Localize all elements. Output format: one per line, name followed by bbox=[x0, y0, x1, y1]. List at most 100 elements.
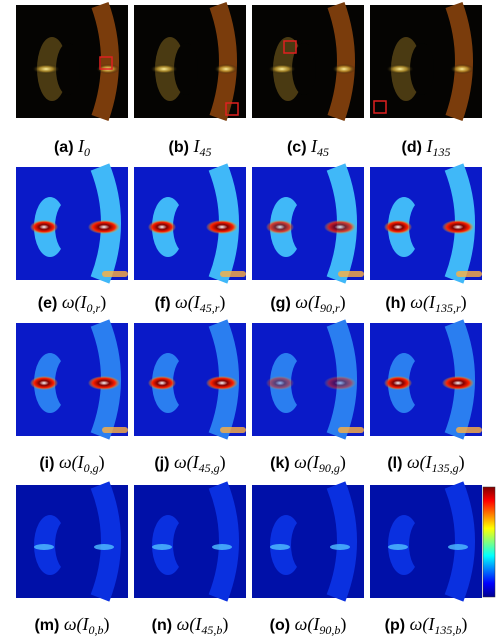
caption-label: (d) bbox=[402, 139, 422, 156]
caption: (b) I45 bbox=[169, 136, 212, 159]
caption-sub: 0 bbox=[84, 145, 90, 159]
caption: (a) I0 bbox=[54, 136, 90, 159]
caption-prefix: ω( bbox=[177, 614, 197, 635]
caption-var: I bbox=[77, 136, 85, 156]
caption: (m) ω(I0,b) bbox=[34, 614, 109, 637]
hotspot bbox=[384, 220, 412, 234]
ring bbox=[91, 1, 119, 121]
glow bbox=[214, 64, 238, 74]
caption-sub: 90,b bbox=[319, 623, 340, 637]
caption-prefix: ω( bbox=[295, 292, 315, 313]
hotspot bbox=[30, 220, 58, 234]
ring bbox=[327, 1, 355, 121]
caption-var: I bbox=[312, 614, 320, 634]
caption-label: (h) bbox=[385, 295, 405, 312]
panel-image bbox=[16, 319, 128, 440]
caption-label: (i) bbox=[39, 455, 54, 472]
glow bbox=[32, 64, 60, 74]
crescent-cut bbox=[55, 519, 81, 571]
caption-suffix: ) bbox=[219, 292, 225, 313]
hotspot bbox=[212, 544, 232, 550]
caption-label: (a) bbox=[54, 139, 74, 156]
hotspot bbox=[324, 220, 356, 234]
caption-label: (j) bbox=[154, 455, 169, 472]
hotspot bbox=[88, 376, 120, 390]
panel-image bbox=[370, 319, 482, 440]
caption-suffix: ) bbox=[222, 614, 228, 635]
caption-sub: 90,g bbox=[319, 461, 340, 475]
caption-prefix: ω( bbox=[294, 452, 314, 473]
caption: (p) ω(I135,b) bbox=[385, 614, 468, 637]
hotspot bbox=[384, 376, 412, 390]
panel-image bbox=[16, 163, 128, 284]
caption-label: (m) bbox=[34, 617, 59, 634]
hotspot bbox=[152, 544, 172, 550]
panel-image bbox=[252, 1, 364, 121]
hotspot bbox=[206, 376, 238, 390]
caption-prefix: ω( bbox=[174, 452, 194, 473]
hotspot bbox=[266, 376, 294, 390]
crescent-cut bbox=[55, 357, 81, 409]
caption-var: I bbox=[77, 452, 85, 472]
caption-sub: 0,b bbox=[89, 623, 104, 637]
caption-prefix: ω( bbox=[410, 292, 430, 313]
caption-sub: 135,g bbox=[432, 461, 459, 475]
caption-prefix: ω( bbox=[62, 292, 82, 313]
caption: (e) ω(I0,r) bbox=[38, 292, 106, 315]
caption: (h) ω(I135,r) bbox=[385, 292, 466, 315]
caption-var: I bbox=[310, 136, 318, 156]
edge-glow bbox=[220, 271, 246, 277]
crescent-cut bbox=[55, 201, 81, 253]
crescent-cut bbox=[410, 43, 434, 95]
caption-var: I bbox=[192, 136, 200, 156]
caption-sub: 135,b bbox=[434, 623, 461, 637]
crescent-cut bbox=[173, 201, 199, 253]
caption-suffix: ) bbox=[461, 614, 467, 635]
panel-image bbox=[370, 481, 482, 602]
edge-glow bbox=[338, 271, 364, 277]
caption-sub: 45,g bbox=[199, 461, 220, 475]
panel-image bbox=[370, 163, 482, 284]
hotspot bbox=[148, 376, 176, 390]
caption-var: I bbox=[82, 614, 90, 634]
caption-var: I bbox=[193, 292, 201, 312]
caption-suffix: ) bbox=[340, 452, 346, 473]
crescent-cut bbox=[409, 519, 435, 571]
caption-suffix: ) bbox=[461, 292, 467, 313]
hotspot bbox=[330, 544, 350, 550]
caption-var: I bbox=[80, 292, 88, 312]
caption-label: (g) bbox=[270, 295, 290, 312]
marker-box bbox=[373, 100, 387, 114]
caption: (l) ω(I135,g) bbox=[387, 452, 464, 475]
panel-image bbox=[134, 1, 246, 121]
marker-box bbox=[99, 56, 113, 70]
marker-box bbox=[283, 40, 297, 54]
hotspot bbox=[270, 544, 290, 550]
panel-image bbox=[134, 319, 246, 440]
caption-prefix: ω( bbox=[407, 452, 427, 473]
crescent-cut bbox=[291, 519, 317, 571]
caption-label: (f) bbox=[155, 295, 171, 312]
caption-var: I bbox=[425, 136, 433, 156]
caption-label: (p) bbox=[385, 617, 405, 634]
ring bbox=[444, 481, 475, 602]
edge-glow bbox=[220, 427, 246, 433]
caption: (g) ω(I90,r) bbox=[270, 292, 345, 315]
panel-image bbox=[16, 481, 128, 602]
ring bbox=[208, 481, 239, 602]
caption-sub: 45,r bbox=[200, 301, 220, 315]
glow bbox=[332, 64, 356, 74]
crescent-cut bbox=[56, 43, 80, 95]
edge-glow bbox=[338, 427, 364, 433]
glow bbox=[150, 64, 178, 74]
caption-suffix: ) bbox=[100, 292, 106, 313]
hotspot bbox=[88, 220, 120, 234]
crescent-cut bbox=[291, 201, 317, 253]
caption-sub: 135,r bbox=[435, 301, 461, 315]
panel-image bbox=[252, 319, 364, 440]
hotspot bbox=[266, 220, 294, 234]
ring bbox=[209, 1, 237, 121]
caption: (j) ω(I45,g) bbox=[154, 452, 225, 475]
hotspot bbox=[324, 376, 356, 390]
